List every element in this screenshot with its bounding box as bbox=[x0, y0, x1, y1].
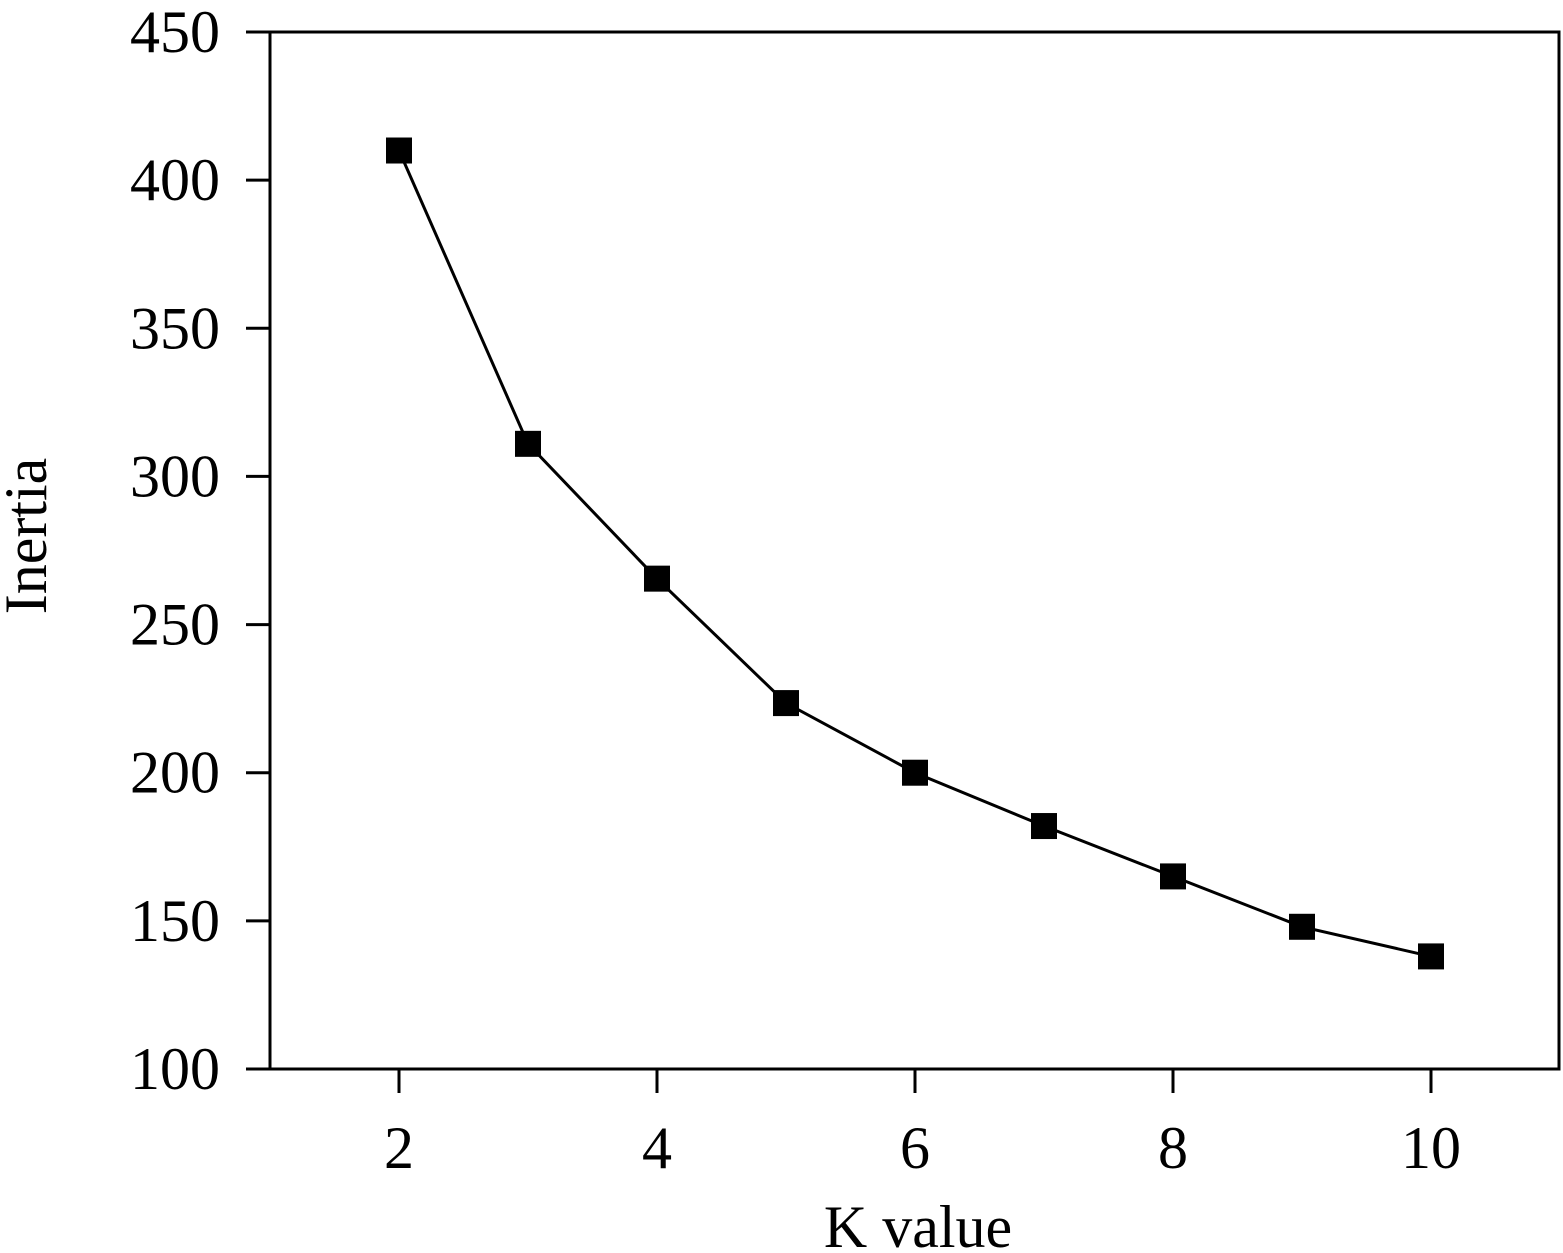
series-line bbox=[397, 149, 1432, 958]
plot-area-frame bbox=[268, 30, 1561, 1071]
y-axis-label: Inertia bbox=[0, 458, 59, 615]
y-tick-label: 100 bbox=[130, 1036, 220, 1102]
y-tick-label: 400 bbox=[130, 147, 220, 213]
y-tick-label: 250 bbox=[130, 592, 220, 658]
x-tick-label: 10 bbox=[1401, 1115, 1461, 1181]
series-layer bbox=[386, 137, 1444, 970]
data-point-marker bbox=[1418, 943, 1444, 970]
data-point-marker bbox=[1160, 863, 1186, 890]
x-axis-label: K value bbox=[824, 1194, 1012, 1253]
y-tick-label: 450 bbox=[130, 0, 220, 65]
data-point-marker bbox=[1289, 913, 1315, 940]
data-point-marker bbox=[386, 137, 412, 164]
y-tick-label: 200 bbox=[130, 740, 220, 806]
y-tick-label: 350 bbox=[130, 295, 220, 361]
data-point-marker bbox=[902, 759, 928, 786]
data-point-marker bbox=[644, 565, 670, 592]
y-tick-label: 150 bbox=[130, 888, 220, 954]
y-axis-ticks: 100 150 200 250 300 350 400 450 bbox=[130, 0, 270, 1102]
data-point-marker bbox=[515, 430, 541, 457]
x-tick-label: 4 bbox=[642, 1115, 672, 1181]
x-tick-label: 8 bbox=[1158, 1115, 1188, 1181]
x-tick-label: 6 bbox=[900, 1115, 930, 1181]
data-point-marker bbox=[1031, 813, 1057, 840]
x-tick-label: 2 bbox=[384, 1115, 414, 1181]
x-axis-ticks: 2 4 6 8 10 bbox=[384, 1069, 1461, 1181]
y-tick-label: 300 bbox=[130, 443, 220, 509]
data-point-marker bbox=[773, 690, 799, 717]
